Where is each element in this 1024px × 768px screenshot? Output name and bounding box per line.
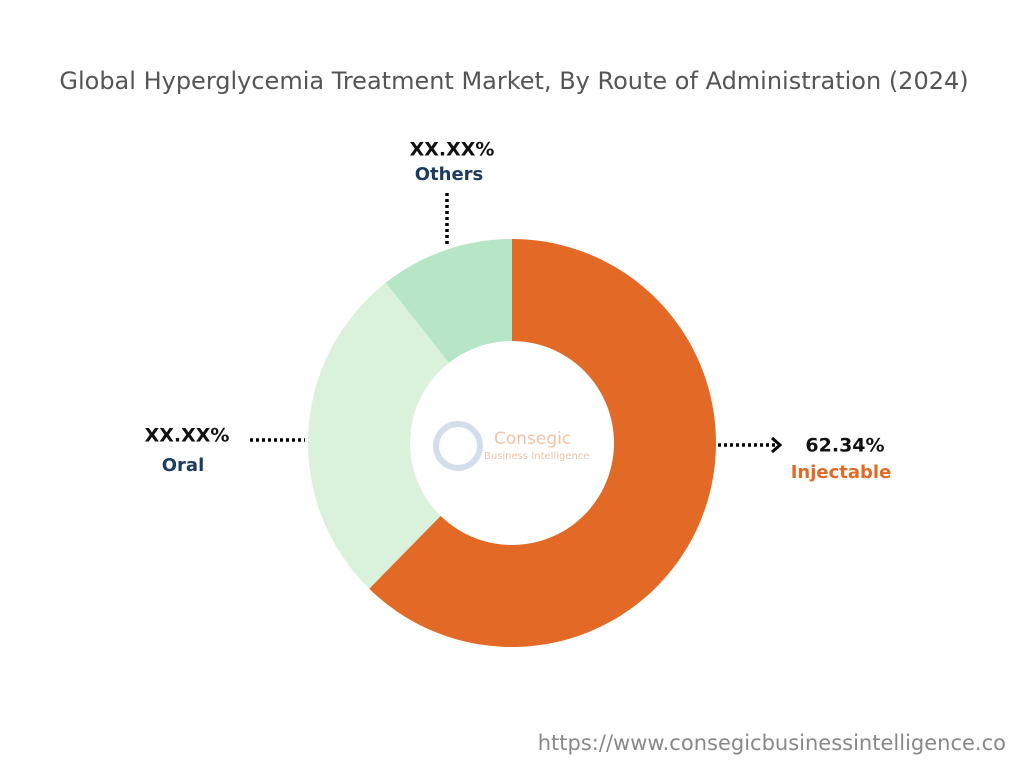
leader-arrow (771, 436, 783, 454)
source-url: https://www.consegicbusinessintelligence… (538, 731, 1006, 755)
watermark-name: Consegic (494, 429, 571, 449)
value-label: 62.34% (805, 435, 884, 457)
value-label: XX.XX% (410, 139, 495, 161)
value-label: XX.XX% (145, 425, 230, 447)
category-label: Injectable (791, 462, 892, 483)
donut-slice (369, 239, 716, 647)
donut (307, 239, 716, 647)
donut-slice (307, 282, 449, 589)
category-label: Oral (162, 455, 205, 476)
category-label: Others (415, 164, 484, 185)
chart-title: Global Hyperglycemia Treatment Market, B… (59, 67, 968, 95)
watermark-logo (433, 421, 483, 471)
watermark-tagline: Business Intelligence (484, 451, 589, 462)
donut-slice (385, 239, 512, 363)
